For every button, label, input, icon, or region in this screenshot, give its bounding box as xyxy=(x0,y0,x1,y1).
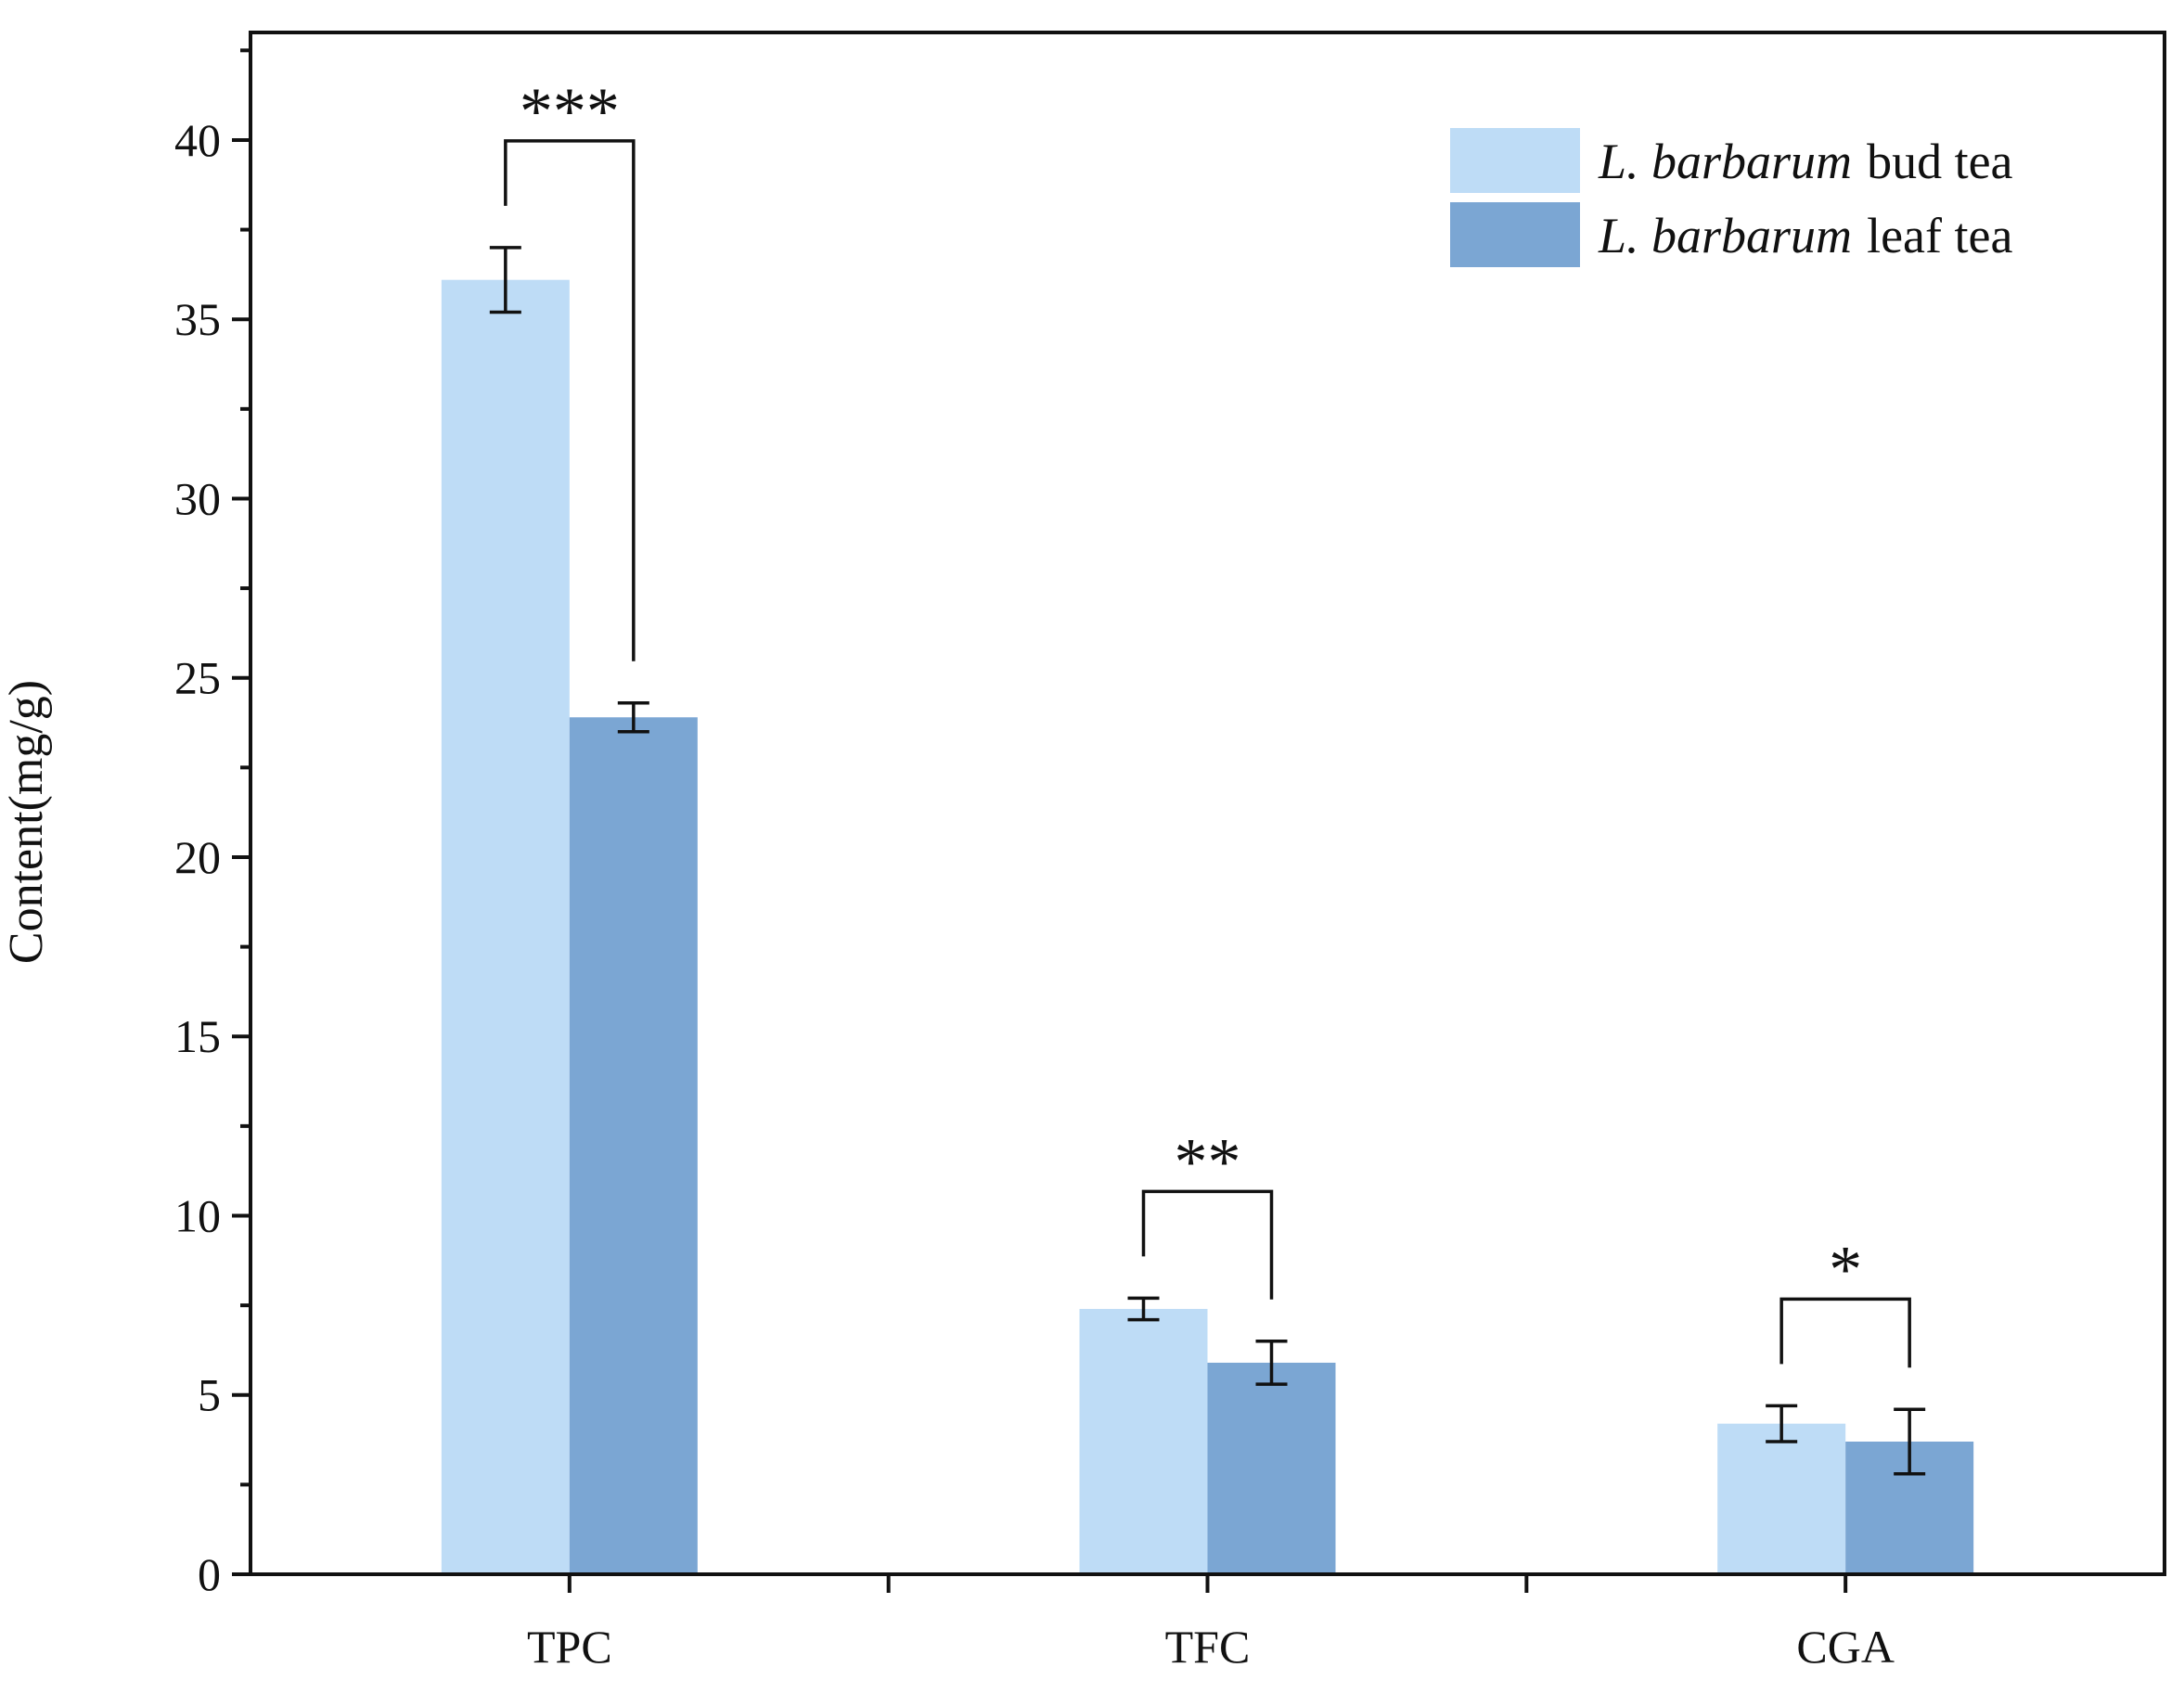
significance-label: *** xyxy=(520,74,620,148)
x-tick-label: CGA xyxy=(1796,1621,1895,1673)
significance-bracket xyxy=(504,139,636,661)
legend-suffix: bud tea xyxy=(1867,134,2012,189)
bar xyxy=(569,717,698,1574)
y-tick-label: 30 xyxy=(174,472,221,524)
error-bar xyxy=(1255,1340,1288,1386)
y-tick-label: 35 xyxy=(174,293,221,345)
x-tick-label: TFC xyxy=(1165,1621,1251,1673)
error-bar xyxy=(1127,1296,1160,1322)
legend-entry: L. barbarum bud tea xyxy=(1598,134,2013,189)
x-tick-label: TPC xyxy=(527,1621,612,1673)
bar xyxy=(441,279,570,1575)
bar xyxy=(1717,1423,1846,1574)
legend: L. barbarum bud tea L. barbarum leaf tea xyxy=(1450,128,2013,267)
y-axis-label: Content(mg/g) xyxy=(0,680,53,964)
significance-label: * xyxy=(1829,1232,1862,1306)
x-axis-ticks: TPC TFC CGA xyxy=(527,1574,1895,1673)
significance-bracket xyxy=(1141,1189,1274,1300)
error-bar xyxy=(489,246,521,314)
y-tick-label: 20 xyxy=(174,831,221,883)
significance-bracket xyxy=(1779,1297,1911,1368)
plot-frame xyxy=(249,31,2166,1576)
error-bar xyxy=(1766,1404,1798,1443)
error-bar xyxy=(1894,1407,1926,1476)
legend-species: L. barbarum xyxy=(1598,208,1852,263)
y-tick-label: 15 xyxy=(174,1010,221,1062)
y-tick-label: 0 xyxy=(198,1548,221,1600)
y-tick-label: 10 xyxy=(174,1189,221,1241)
error-bars xyxy=(489,246,1926,1476)
legend-suffix: leaf tea xyxy=(1867,208,2012,263)
error-bar xyxy=(617,701,649,734)
y-axis-ticks: 0 5 10 15 20 25 30 35 40 xyxy=(174,48,251,1600)
y-tick-label: 5 xyxy=(198,1369,221,1421)
significance-label: ** xyxy=(1175,1124,1241,1199)
y-tick-label: 40 xyxy=(174,114,221,166)
legend-swatch xyxy=(1450,128,1580,193)
bar xyxy=(1079,1308,1208,1574)
legend-swatch xyxy=(1450,202,1580,267)
bar xyxy=(1207,1362,1336,1574)
legend-entry: L. barbarum leaf tea xyxy=(1598,208,2012,263)
bars xyxy=(441,279,1974,1575)
significance-brackets: ****** xyxy=(504,74,1911,1368)
legend-species: L. barbarum xyxy=(1598,134,1852,189)
y-tick-label: 25 xyxy=(174,652,221,704)
